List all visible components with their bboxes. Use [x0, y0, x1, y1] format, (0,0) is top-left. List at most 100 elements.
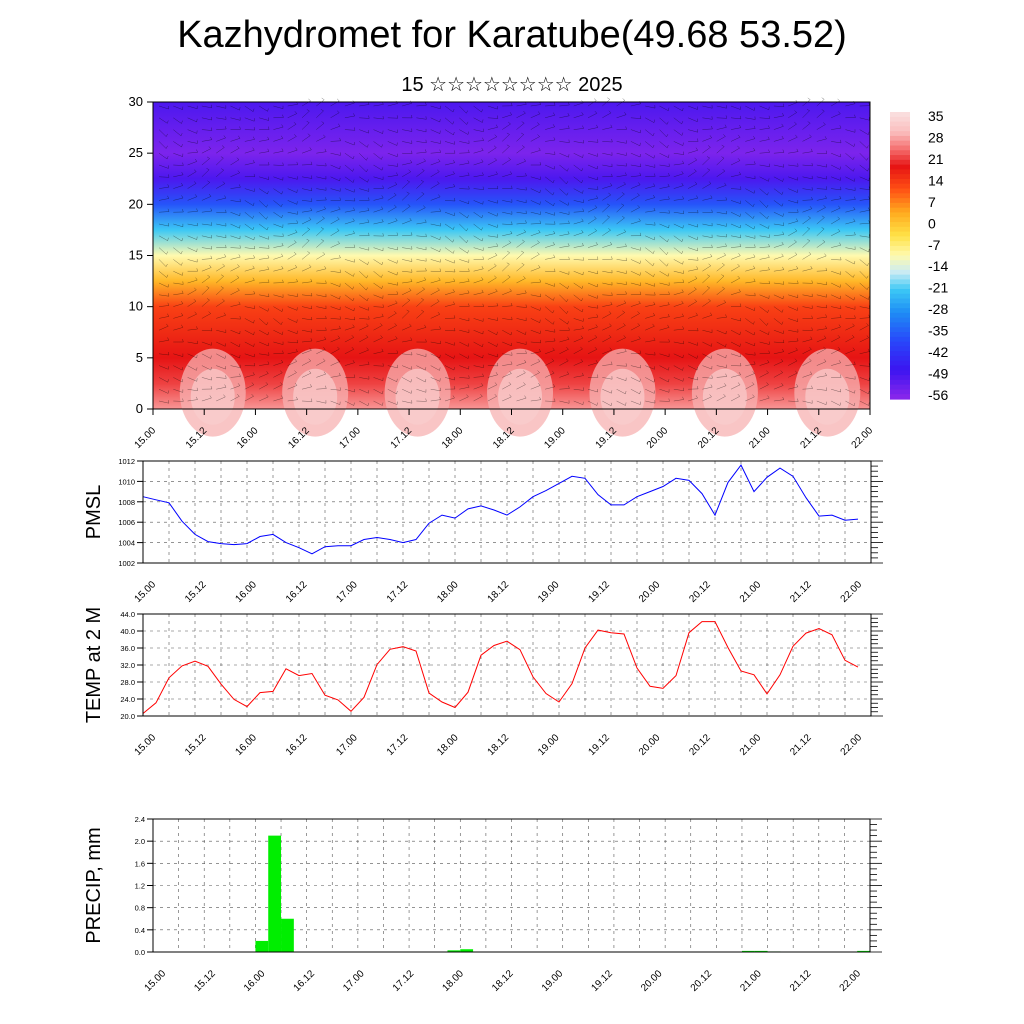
- ytick-label: 2.4: [135, 815, 145, 824]
- colorbar-label: 35: [928, 108, 944, 124]
- heat-ytick-label: 0: [136, 401, 143, 416]
- xtick-label: 15.00: [133, 579, 159, 605]
- colorbar-swatch: [890, 174, 910, 180]
- heat-xtick-label: 15.00: [133, 425, 159, 451]
- colorbar-label: 14: [928, 172, 944, 188]
- heat-ytick-label: 25: [129, 145, 143, 160]
- precip-bar: [281, 918, 294, 952]
- xtick-label: 20.12: [689, 968, 715, 994]
- xtick-label: 18.00: [435, 732, 461, 758]
- ytick-label: 1006: [118, 518, 135, 527]
- panel-ylabel: PMSL: [83, 485, 105, 539]
- xtick-label: 18.12: [486, 579, 512, 605]
- xtick-label: 18.12: [486, 732, 512, 758]
- colorbar-swatch: [890, 327, 910, 333]
- xtick-label: 16.12: [284, 732, 310, 758]
- colorbar-swatch: [890, 298, 910, 304]
- colorbar-swatch: [890, 193, 910, 199]
- colorbar-swatch: [890, 188, 910, 194]
- xtick-label: 20.12: [687, 579, 713, 605]
- heat-ytick-label: 20: [129, 196, 143, 211]
- colorbar-swatch: [890, 116, 910, 123]
- colorbar-swatch: [890, 250, 910, 257]
- xtick-label: 21.00: [738, 732, 764, 758]
- xtick-label: 20.00: [637, 579, 663, 605]
- colorbar-swatch: [890, 355, 910, 362]
- xtick-label: 18.00: [435, 579, 461, 605]
- warm-cell-core: [395, 368, 440, 425]
- colorbar-swatch: [890, 332, 910, 338]
- xtick-label: 19.12: [589, 968, 615, 994]
- xtick-label: 18.12: [490, 968, 516, 994]
- xtick-label: 17.00: [334, 579, 360, 605]
- xtick-label: 16.00: [234, 732, 260, 758]
- panel-ylabel: TEMP at 2 M: [83, 607, 105, 723]
- temp-2m-panel: 20.0 24.0 28.0 32.0 36.0 40.0 44.0 15.00 15.12 16…: [83, 607, 883, 758]
- ytick-label: 0.8: [135, 904, 145, 913]
- colorbar-swatch: [890, 164, 910, 170]
- xtick-label: 16.00: [242, 968, 268, 994]
- colorbar-swatch: [890, 131, 910, 137]
- xtick-label: 22.00: [838, 968, 864, 994]
- colorbar: 35 28 21 14 7 0 -7 -14 -21 -28 -35 -42 -49 -56: [890, 108, 948, 403]
- grid: [152, 818, 871, 953]
- colorbar-label: -42: [928, 344, 948, 360]
- xtick-label: 16.12: [284, 579, 310, 605]
- heat-xtick-label: 16.00: [235, 425, 261, 451]
- warm-cell-core: [190, 368, 235, 425]
- precip-panel: 0.0 0.4 0.8 1.2 1.6 2.0 2.4 15.00 15.12 16.00 16.1…: [83, 815, 882, 994]
- warm-cell-core: [293, 368, 338, 425]
- pmsl-panel: 1002 1004 1006 1008 1010 1012 15.00 15.12 16.00 1…: [83, 457, 883, 605]
- colorbar-swatch: [890, 341, 910, 347]
- colorbar-label: 21: [928, 151, 944, 167]
- heat-ytick-label: 10: [129, 299, 143, 314]
- colorbar-swatch: [890, 370, 910, 376]
- colorbar-swatch: [890, 202, 910, 209]
- colorbar-swatch: [890, 265, 910, 271]
- precip-bar: [255, 940, 269, 952]
- heat-xtick-label: 22.00: [850, 425, 876, 451]
- xtick-label: 19.00: [536, 579, 562, 605]
- colorbar-swatch: [890, 279, 910, 285]
- colorbar-label: 28: [928, 129, 944, 145]
- ytick-label: 1012: [118, 457, 135, 466]
- colorbar-swatch: [890, 145, 910, 151]
- colorbar-swatch: [890, 293, 910, 300]
- heat-xtick-label: 19.00: [542, 425, 568, 451]
- ytick-label: 1010: [118, 477, 135, 486]
- xtick-label: 17.12: [385, 732, 411, 758]
- colorbar-swatch: [890, 288, 910, 295]
- colorbar-swatch: [890, 126, 910, 132]
- colorbar-swatch: [890, 207, 910, 214]
- colorbar-swatch: [890, 159, 910, 166]
- precip-bar: [857, 950, 870, 952]
- colorbar-swatch: [890, 217, 910, 223]
- colorbar-swatch: [890, 322, 910, 328]
- colorbar-swatch: [890, 284, 910, 290]
- xtick-label: 15.00: [143, 968, 169, 994]
- ytick-label: 36.0: [120, 644, 135, 653]
- heat-xtick-label: 20.00: [645, 425, 671, 451]
- ytick-label: 0.0: [135, 948, 145, 957]
- series-line: [142, 464, 859, 555]
- colorbar-swatch: [890, 303, 910, 309]
- colorbar-swatch: [890, 135, 910, 142]
- heat-ytick-label: 5: [136, 350, 143, 365]
- wind-barb-paths: [158, 97, 870, 406]
- colorbar-label: -56: [928, 387, 948, 403]
- colorbar-swatch: [890, 236, 910, 242]
- xtick-label: 16.12: [292, 968, 318, 994]
- colorbar-swatch: [890, 360, 910, 367]
- ytick-label: 24.0: [120, 695, 135, 704]
- warm-cell-core: [805, 368, 850, 425]
- warm-cell-core: [600, 368, 645, 425]
- xtick-label: 19.12: [587, 579, 613, 605]
- colorbar-swatch: [890, 241, 910, 247]
- xtick-label: 15.12: [183, 579, 209, 605]
- page-subtitle: 15 ☆☆☆☆☆☆☆☆ 2025: [401, 74, 623, 96]
- wind-barbs: [158, 97, 870, 406]
- colorbar-label: 7: [928, 194, 936, 210]
- xtick-label: 22.00: [839, 579, 865, 605]
- precip-bar: [268, 835, 282, 952]
- heat-xtick-label: 18.00: [440, 425, 466, 451]
